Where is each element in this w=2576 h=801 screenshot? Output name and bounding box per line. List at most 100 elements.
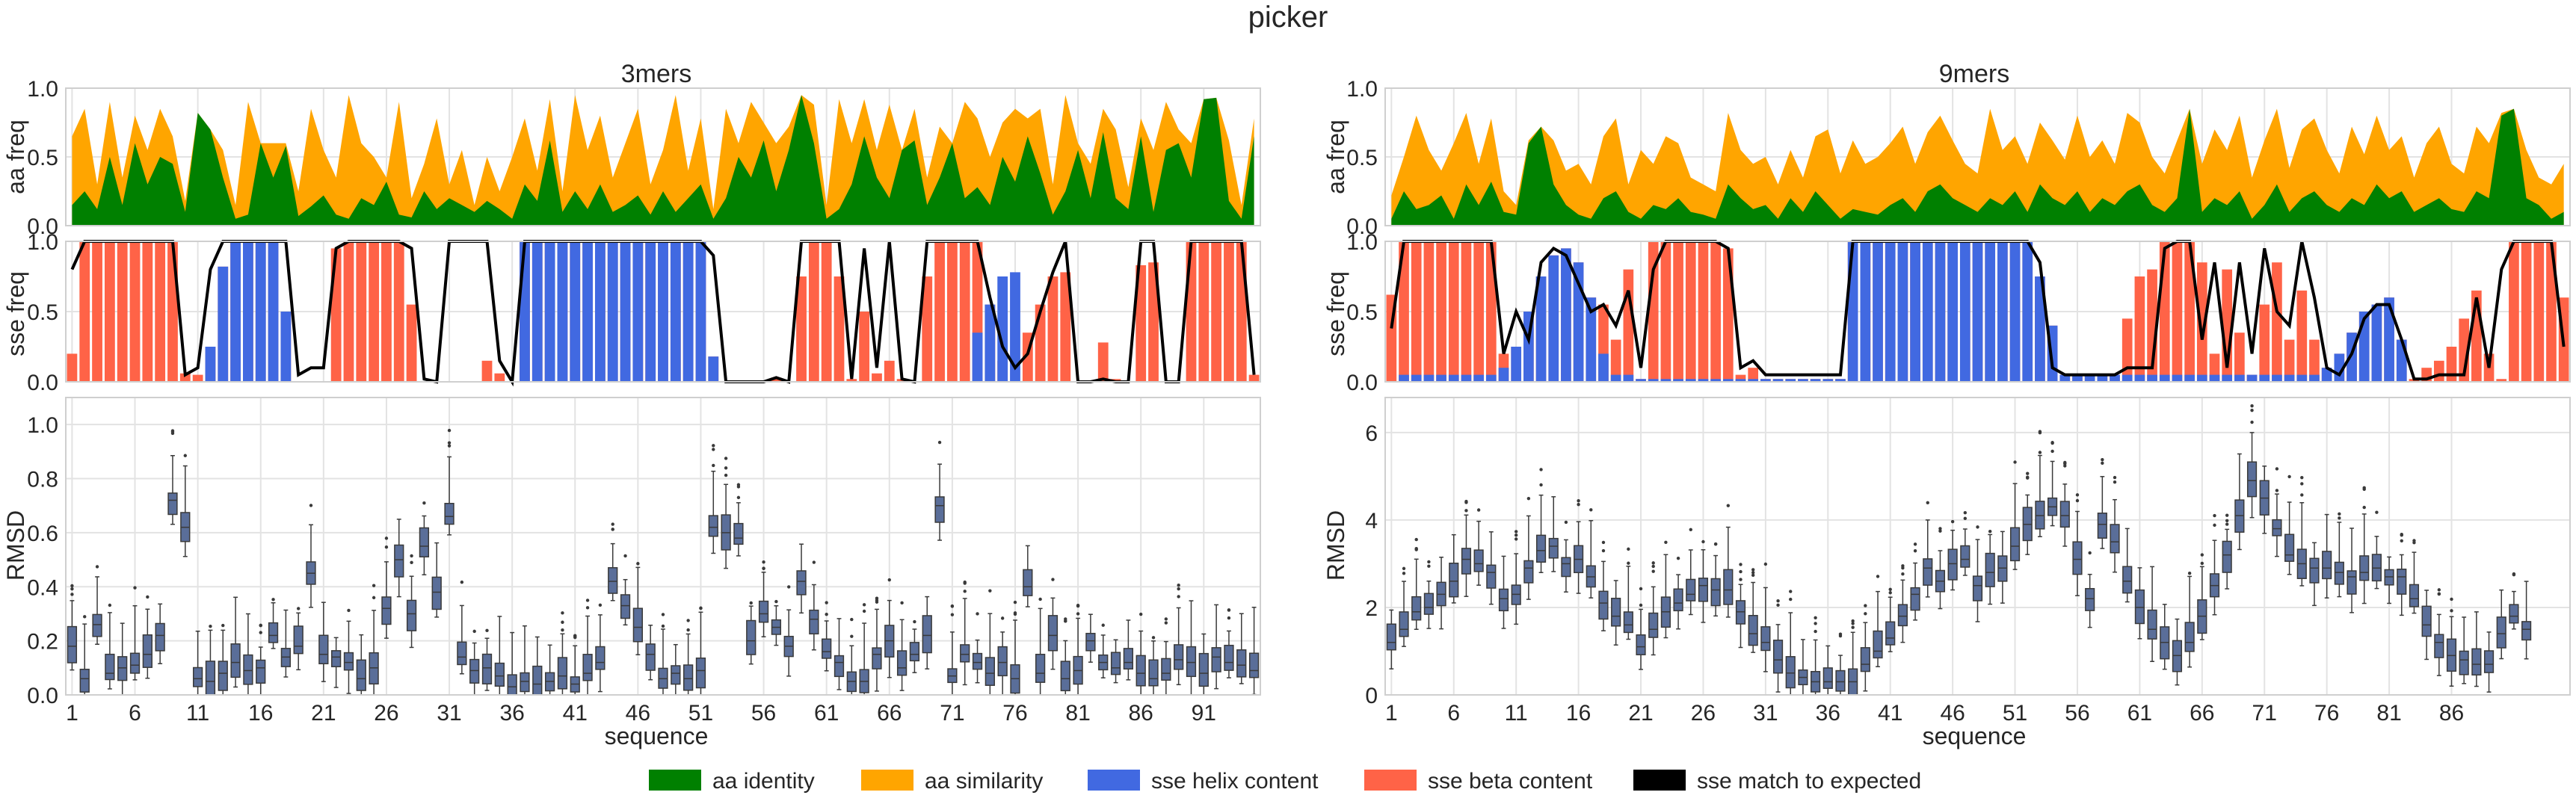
rmsd-outlier-3mers (146, 595, 150, 599)
rmsd-box-3mers (117, 656, 128, 681)
rmsd-box-9mers (2059, 501, 2070, 528)
legend-label-sse-beta: sse beta content (1428, 769, 1593, 794)
aa-ylabel-3mers: aa freq (2, 120, 29, 194)
rmsd-box-9mers (1897, 604, 1908, 627)
rmsd-box-3mers (205, 661, 216, 696)
sse-beta-bar-9mers (1610, 339, 1621, 382)
rmsd-box-9mers (1860, 647, 1870, 672)
x-tick-label-9mers: 36 (1816, 701, 1840, 726)
rmsd-outlier-3mers (585, 606, 590, 610)
sse-helix-bar-9mers (1785, 379, 1796, 382)
sse-beta-bar-3mers (393, 241, 404, 382)
rmsd-box-3mers (406, 599, 417, 631)
x-tick-label-9mers: 1 (1385, 701, 1398, 726)
legend-label-aa-identity: aa identity (712, 769, 815, 794)
sse-beta-bar-9mers (2184, 241, 2195, 382)
x-tick-label-9mers: 86 (2439, 701, 2464, 726)
rmsd-outlier-9mers (2300, 493, 2304, 497)
rmsd-outlier-9mers (2250, 408, 2254, 412)
sse-beta-bar-3mers (381, 241, 392, 382)
sse-helix-bar-9mers (1835, 379, 1846, 382)
x-tick-label-3mers: 71 (940, 701, 964, 726)
sse-beta-bar-3mers (821, 241, 832, 382)
sse-helix-bar-9mers (2121, 374, 2133, 382)
sse-helix-bar-9mers (2209, 374, 2220, 382)
rmsd-box-3mers (608, 567, 618, 594)
rmsd-outlier-9mers (1814, 622, 1817, 625)
rmsd-box-9mers (2246, 461, 2258, 498)
rmsd-box-3mers (67, 625, 78, 664)
rmsd-box-9mers (1548, 537, 1559, 559)
rmsd-outlier-9mers (2013, 460, 2017, 464)
rmsd-box-9mers (1748, 614, 1758, 646)
sse-beta-bar-3mers (142, 241, 153, 382)
rmsd-outlier-3mers (787, 585, 791, 589)
rmsd-outlier-9mers (1901, 572, 1905, 576)
panel-title-3mers: 3mers (621, 60, 691, 88)
sse-helix-bar-3mers (230, 241, 241, 382)
sse-helix-bar-9mers (2097, 374, 2108, 382)
rmsd-box-3mers (243, 654, 253, 685)
rmsd-outlier-9mers (2362, 487, 2366, 491)
rmsd-box-9mers (2496, 616, 2506, 649)
rmsd-outlier-3mers (736, 495, 741, 500)
sse-beta-bar-3mers (406, 304, 417, 382)
rmsd-outlier-9mers (2200, 553, 2204, 557)
sse-helix-bar-9mers (1648, 379, 1659, 382)
sse-helix-bar-9mers (1610, 374, 1621, 382)
rmsd-box-9mers (1772, 640, 1784, 674)
sse-beta-bar-9mers (1423, 241, 1435, 382)
rmsd-outlier-9mers (1476, 508, 1481, 512)
rmsd-outlier-3mers (372, 596, 376, 600)
aa-ytick-label-9mers: 0.5 (1346, 146, 1378, 170)
rmsd-outlier-3mers (384, 545, 389, 549)
rmsd-outlier-9mers (2026, 471, 2030, 475)
x-tick-label-9mers: 46 (1940, 701, 1965, 726)
rmsd-outlier-3mers (976, 612, 979, 616)
rmsd-outlier-9mers (1864, 604, 1867, 607)
aa-ytick-label-3mers: 1.0 (27, 77, 58, 102)
x-tick-label-3mers: 86 (1129, 701, 1153, 726)
sse-ylabel-9mers: sse freq (1322, 271, 1349, 356)
rmsd-box-9mers (1673, 588, 1683, 612)
rmsd-box-9mers (2509, 604, 2519, 624)
rmsd-outlier-3mers (712, 448, 715, 451)
rmsd-box-3mers (419, 527, 430, 557)
sse-helix-bar-9mers (1423, 374, 1435, 382)
legend-label-sse-helix: sse helix content (1151, 769, 1319, 794)
sse-helix-bar-3mers (1010, 272, 1020, 382)
rmsd-outlier-9mers (1526, 496, 1531, 501)
panel-3mers: 3mers aa freq sse freq RMSD sequence 0.0… (2, 60, 1261, 749)
sse-beta-bar-3mers (959, 241, 970, 382)
rmsd-box-3mers (972, 652, 983, 670)
rmsd-outlier-3mers (1013, 600, 1017, 604)
rmsd-outlier-9mers (1776, 603, 1780, 607)
sse-beta-bar-9mers (1461, 241, 1472, 382)
rmsd-ylabel-9mers: RMSD (1322, 510, 1349, 581)
rmsd-outlier-9mers (1689, 528, 1692, 532)
rmsd-box-9mers (1785, 656, 1796, 689)
rmsd-box-9mers (1461, 548, 1472, 575)
sse-beta-bar-3mers (1136, 265, 1147, 382)
rmsd-outlier-3mers (296, 607, 301, 610)
sse-beta-bar-3mers (129, 241, 141, 382)
rmsd-box-3mers (381, 596, 392, 625)
sse-helix-bar-3mers (607, 241, 618, 382)
sse-helix-bar-3mers (582, 241, 593, 382)
rmsd-outlier-9mers (1627, 547, 1630, 551)
sse-helix-bar-9mers (2172, 374, 2183, 382)
rmsd-outlier-3mers (875, 596, 879, 600)
rmsd-outlier-9mers (1926, 501, 1929, 505)
sse-helix-bar-3mers (658, 241, 668, 382)
rmsd-box-9mers (2322, 551, 2332, 580)
xlabel-3mers: sequence (605, 723, 709, 749)
rmsd-outlier-3mers (410, 554, 413, 558)
rmsd-outlier-9mers (2250, 420, 2254, 424)
x-tick-label-3mers: 1 (66, 701, 78, 726)
rmsd-outlier-3mers (812, 560, 816, 564)
rmsd-outlier-3mers (1177, 587, 1180, 591)
rmsd-outlier-3mers (1000, 616, 1005, 620)
rmsd-box-9mers (2434, 634, 2444, 658)
sse-helix-bar-9mers (2196, 374, 2207, 382)
rmsd-box-9mers (2521, 621, 2532, 641)
